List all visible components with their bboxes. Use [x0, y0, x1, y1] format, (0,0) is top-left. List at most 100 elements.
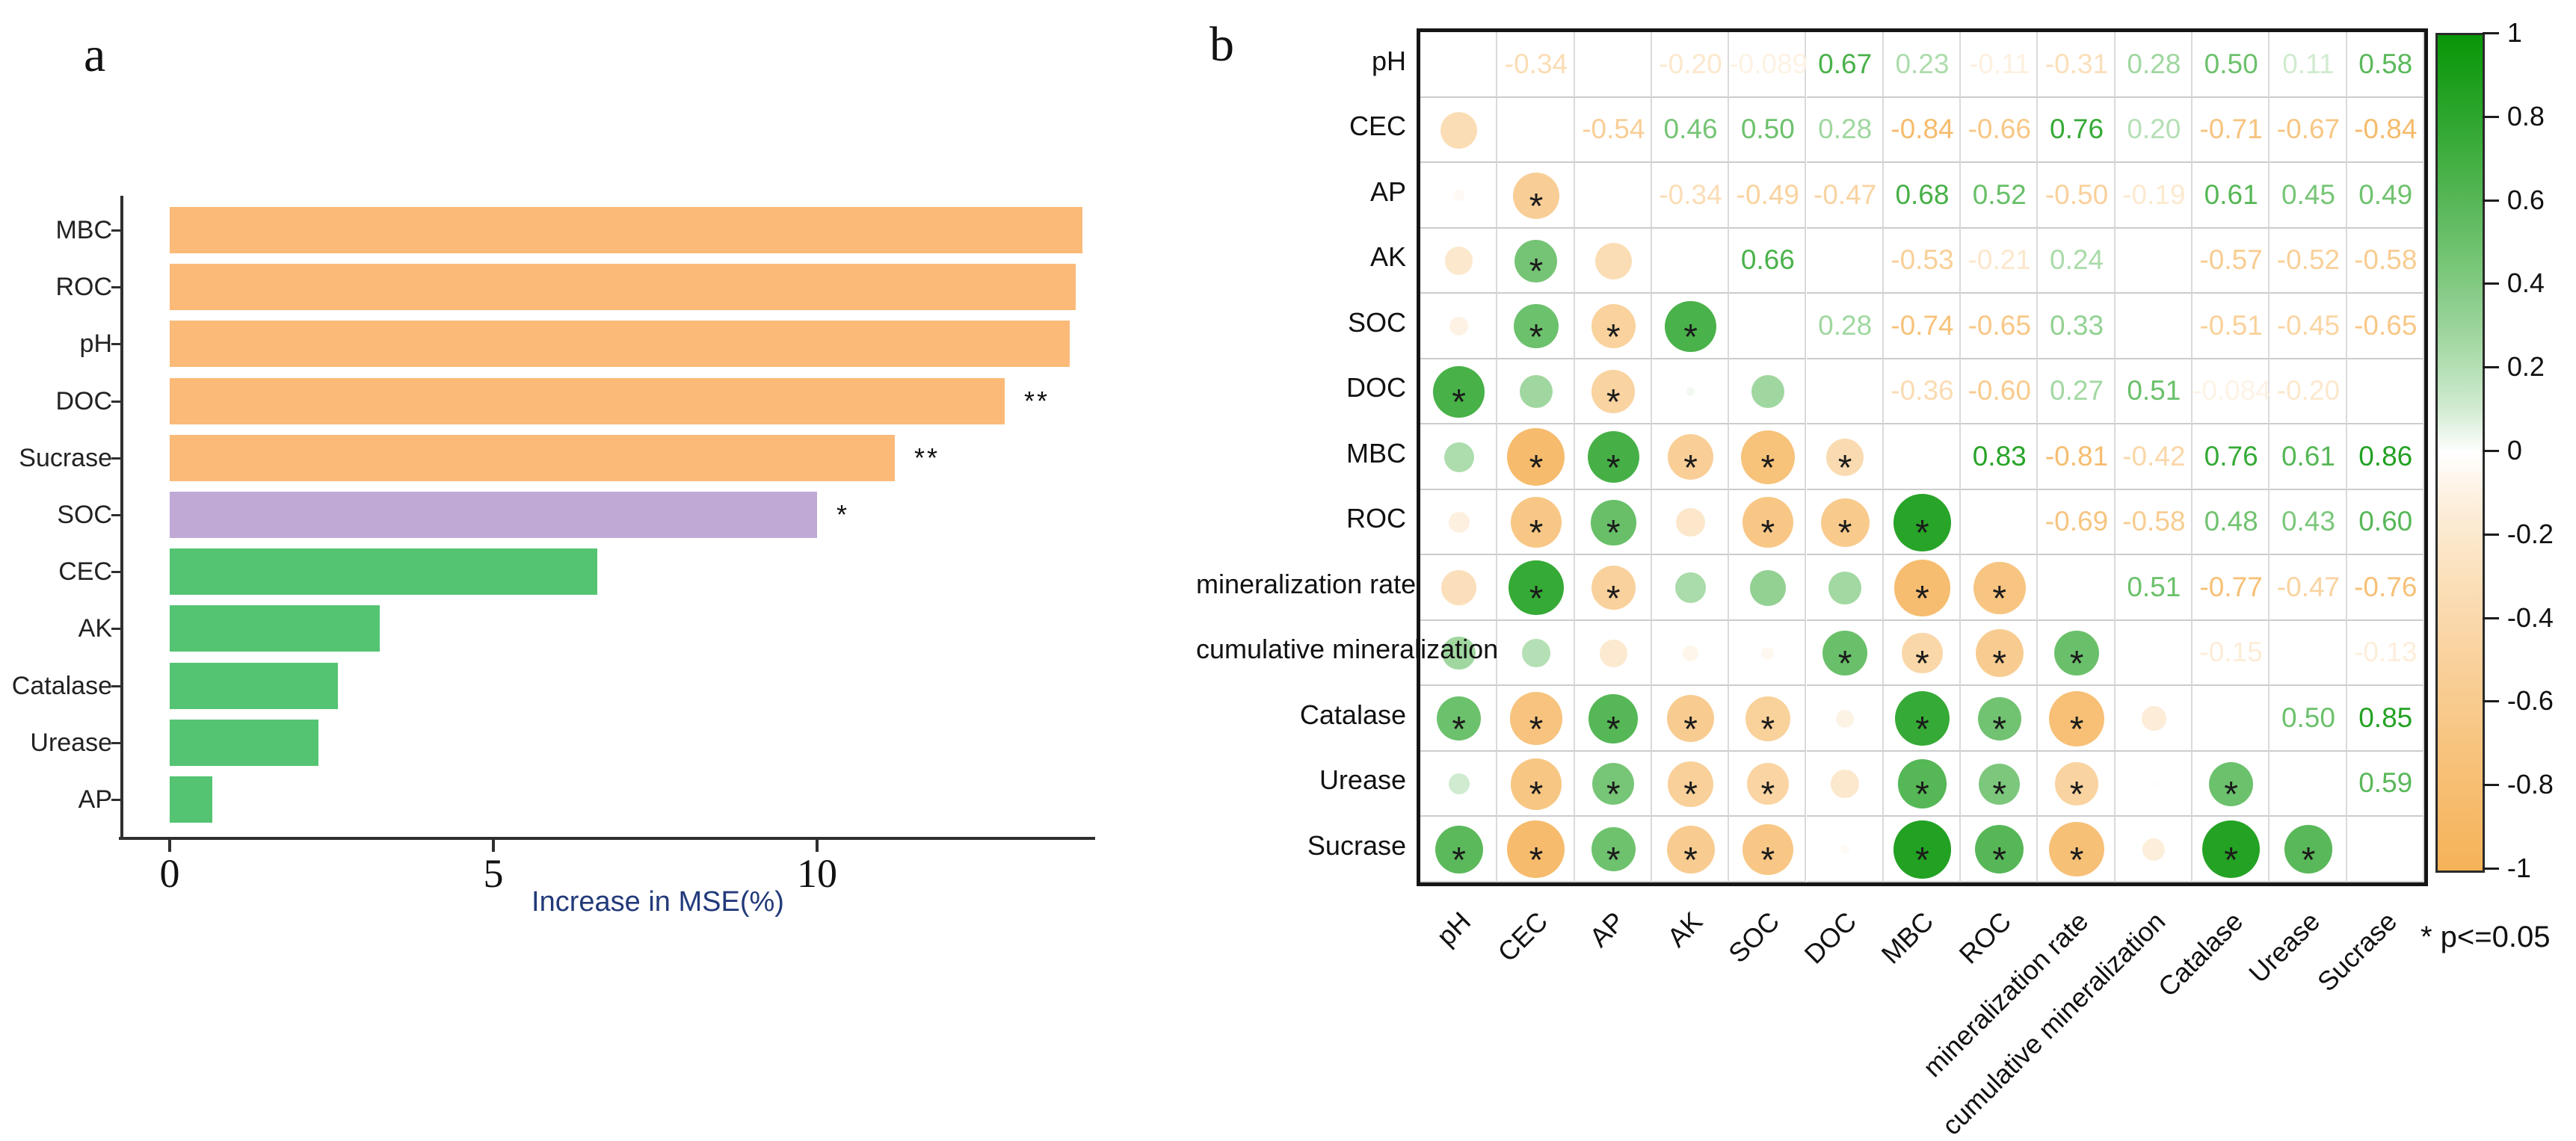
bar-significance-Sucrase: ** — [914, 442, 940, 473]
matrix-cell-cumulative mineralization-AP — [1574, 620, 1652, 686]
bar-AK — [170, 605, 380, 652]
matrix-cell-Catalase-pH — [1420, 686, 1498, 752]
matrix-cell-Sucrase-Urease — [2270, 817, 2347, 882]
corr-circle-MBC-AK: * — [1667, 434, 1714, 486]
matrix-cell-cumulative mineralization-mineralization rate — [2038, 620, 2116, 686]
matrix-cell-MBC-ROC — [1961, 424, 2039, 490]
corr-circle-MBC-DOC: * — [1825, 438, 1864, 486]
matrix-cell-ROC-Urease — [2270, 489, 2347, 555]
corr-value-CEC-cumulative mineralization: 0.20 — [2127, 114, 2181, 145]
matrix-cell-MBC-CEC — [1497, 424, 1575, 490]
matrix-cell-cumulative mineralization-ROC — [1961, 620, 2039, 686]
bar-ROC — [170, 264, 1076, 311]
matrix-col-label-DOC: DOC — [1798, 905, 1863, 970]
matrix-cell-AP-SOC — [1729, 163, 1807, 229]
matrix-cell-CEC-SOC — [1729, 97, 1807, 163]
corr-value-mineralization rate-Catalase: -0.77 — [2199, 571, 2263, 602]
matrix-cell-AK-Catalase — [2193, 228, 2270, 294]
matrix-cell-CEC-cumulative mineralization — [2115, 97, 2193, 163]
corr-value-CEC-Catalase: -0.71 — [2199, 114, 2263, 145]
matrix-col-label-SOC: SOC — [1722, 905, 1786, 968]
corr-circle-ROC-AK — [1676, 508, 1705, 537]
matrix-cell-AK-Urease — [2270, 228, 2347, 294]
corr-circle-Sucrase-DOC — [1840, 844, 1850, 854]
corr-value-DOC-cumulative mineralization: 0.51 — [2127, 375, 2181, 406]
matrix-cell-MBC-Catalase — [2193, 424, 2270, 490]
matrix-cell-Sucrase-cumulative mineralization — [2115, 817, 2193, 882]
corr-value-AK-Catalase: -0.57 — [2199, 244, 2263, 276]
corr-value-AK-mineralization rate: 0.24 — [2050, 244, 2104, 276]
colorbar-label--0.8: -0.8 — [2506, 769, 2554, 800]
corr-circle-Urease-SOC: * — [1746, 763, 1790, 813]
colorbar-label-0.6: 0.6 — [2506, 184, 2545, 215]
matrix-cell-AK-AP — [1574, 228, 1652, 294]
matrix-cell-MBC-mineralization rate — [2038, 424, 2116, 490]
matrix-cell-Sucrase-Sucrase — [2347, 817, 2424, 882]
matrix-cell-pH-AK — [1651, 32, 1730, 98]
corr-value-AP-MBC: 0.68 — [1895, 179, 1950, 210]
x-tick-0 — [168, 840, 171, 852]
matrix-cell-mineralization rate-DOC — [1806, 555, 1884, 621]
bar-pH — [170, 321, 1070, 368]
matrix-col-label-AK: AK — [1660, 905, 1708, 953]
matrix-row-label-mineralization rate: mineralization rate — [1196, 568, 1417, 599]
corr-value-SOC-ROC: -0.65 — [1968, 309, 2031, 341]
bar-SOC — [170, 492, 817, 538]
corr-value-SOC-Urease: -0.45 — [2276, 309, 2341, 341]
bar-label-SOC: SOC — [57, 501, 112, 529]
corr-value-ROC-Catalase: 0.48 — [2204, 506, 2258, 537]
corr-circle-Urease-Catalase: * — [2208, 761, 2254, 813]
matrix-cell-AP-MBC — [1883, 163, 1962, 229]
corr-circle-mineralization rate-ROC: * — [1973, 561, 2026, 616]
corr-value-AP-DOC: -0.47 — [1813, 179, 1877, 210]
matrix-cell-cumulative mineralization-CEC — [1497, 620, 1575, 686]
matrix-cell-cumulative mineralization-Urease — [2270, 620, 2347, 686]
matrix-cell-SOC-SOC — [1729, 294, 1807, 359]
matrix-cell-ROC-Sucrase — [2347, 489, 2424, 555]
corr-value-MBC-Catalase: 0.76 — [2204, 440, 2258, 471]
corr-circle-AK-AP — [1594, 242, 1632, 279]
matrix-cell-AK-CEC — [1497, 228, 1575, 294]
matrix-cell-pH-DOC — [1806, 32, 1884, 98]
corr-value-pH-AK: -0.20 — [1659, 48, 1722, 79]
matrix-cell-mineralization rate-ROC — [1961, 555, 2039, 621]
y-axis-line — [120, 196, 123, 840]
matrix-cell-mineralization rate-Urease — [2270, 555, 2347, 621]
corr-value-CEC-MBC: -0.84 — [1891, 114, 1954, 145]
matrix-cell-Sucrase-AK — [1651, 817, 1730, 882]
matrix-col-label-Sucrase: Sucrase — [2311, 905, 2403, 998]
matrix-cell-pH-cumulative mineralization — [2115, 32, 2193, 98]
corr-value-AK-ROC: -0.21 — [1968, 244, 2031, 276]
matrix-col-label-Catalase: Catalase — [2151, 905, 2249, 1003]
corr-circle-AK-CEC: * — [1515, 239, 1558, 290]
matrix-cell-Catalase-AP — [1574, 686, 1652, 752]
corr-value-mineralization rate-Urease: -0.47 — [2276, 571, 2341, 602]
corr-value-pH-SOC: -0.089 — [1729, 48, 1808, 79]
matrix-cell-DOC-pH — [1420, 359, 1498, 424]
colorbar-tick--0.2 — [2482, 533, 2499, 536]
matrix-cell-Sucrase-CEC — [1497, 817, 1575, 882]
colorbar-label-0.8: 0.8 — [2506, 100, 2545, 132]
matrix-cell-Catalase-ROC — [1961, 686, 2039, 752]
corr-circle-mineralization rate-AK — [1674, 572, 1707, 604]
corr-circle-Urease-MBC: * — [1897, 759, 1947, 813]
corr-value-ROC-mineralization rate: -0.69 — [2045, 506, 2109, 537]
matrix-row-label-pH: pH — [1371, 45, 1406, 76]
matrix-cell-Sucrase-SOC — [1729, 817, 1807, 882]
bar-MBC — [170, 207, 1082, 253]
matrix-cell-CEC-CEC — [1497, 97, 1575, 163]
matrix-cell-Catalase-CEC — [1497, 686, 1575, 752]
corr-value-Catalase-Urease: 0.50 — [2281, 702, 2335, 733]
matrix-cell-AP-ROC — [1961, 163, 2039, 229]
bar-CEC — [170, 548, 597, 596]
corr-circle-mineralization rate-CEC: * — [1509, 560, 1564, 616]
matrix-col-label-MBC: MBC — [1876, 905, 1940, 970]
matrix-row-label-ROC: ROC — [1346, 503, 1406, 534]
corr-circle-ROC-MBC: * — [1894, 493, 1951, 551]
matrix-cell-AK-SOC — [1729, 228, 1807, 294]
bar-label-Sucrase: Sucrase — [19, 443, 112, 472]
matrix-cell-Sucrase-AP — [1574, 817, 1652, 882]
matrix-cell-Urease-pH — [1420, 751, 1498, 817]
matrix-cell-AP-AP — [1574, 163, 1652, 229]
matrix-cell-ROC-AP — [1574, 489, 1652, 555]
